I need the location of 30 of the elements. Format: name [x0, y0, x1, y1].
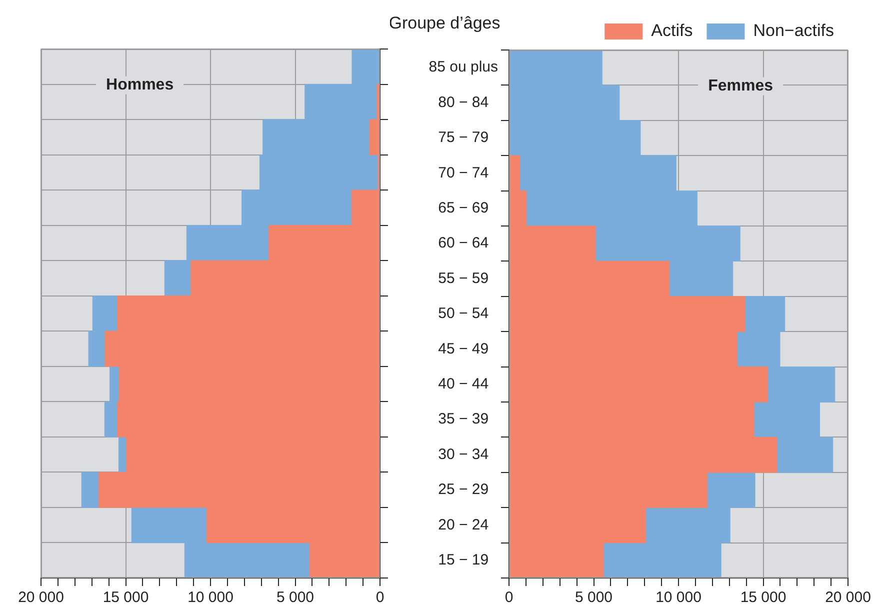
legend-label: Actifs [651, 21, 693, 40]
x-tick-label: 10 000 [656, 589, 702, 606]
y-tick-label: 45 − 49 [438, 340, 489, 358]
y-tick-label: 40 − 44 [438, 376, 489, 393]
legend-label: Non−actifs [753, 21, 834, 40]
y-tick-label: 85 ou plus [428, 58, 498, 76]
x-tick-label: 20 000 [18, 589, 64, 606]
x-tick-label: 20 000 [825, 589, 871, 606]
y-tick-label: 20 − 24 [438, 516, 489, 534]
y-tick-label: 75 − 79 [438, 129, 489, 146]
y-tick-label: 80 − 84 [438, 94, 489, 111]
x-tick-label: 15 000 [102, 589, 149, 606]
y-tick-label: 60 − 64 [438, 234, 489, 252]
x-tick-label: 10 000 [188, 589, 234, 606]
y-tick-label: 35 − 39 [438, 410, 489, 428]
y-tick-label: 15 − 19 [438, 552, 489, 569]
y-tick-label: 55 − 59 [438, 270, 489, 287]
y-tick-label: 65 − 69 [438, 200, 489, 217]
x-tick-label: 15 000 [740, 589, 786, 606]
text: Femmes [708, 78, 774, 95]
y-tick-label: 70 − 74 [438, 164, 489, 182]
text: Hommes [106, 76, 174, 94]
x-tick-label: 5 000 [276, 589, 314, 606]
x-tick-label: 5 000 [574, 589, 613, 606]
y-tick-label: 25 − 29 [438, 481, 489, 498]
x-tick-label: 0 [376, 589, 384, 606]
y-tick-label: 50 − 54 [438, 305, 489, 322]
bar [81, 472, 100, 508]
x-tick-label: 0 [504, 589, 514, 606]
y-tick-label: 30 − 34 [438, 446, 489, 463]
